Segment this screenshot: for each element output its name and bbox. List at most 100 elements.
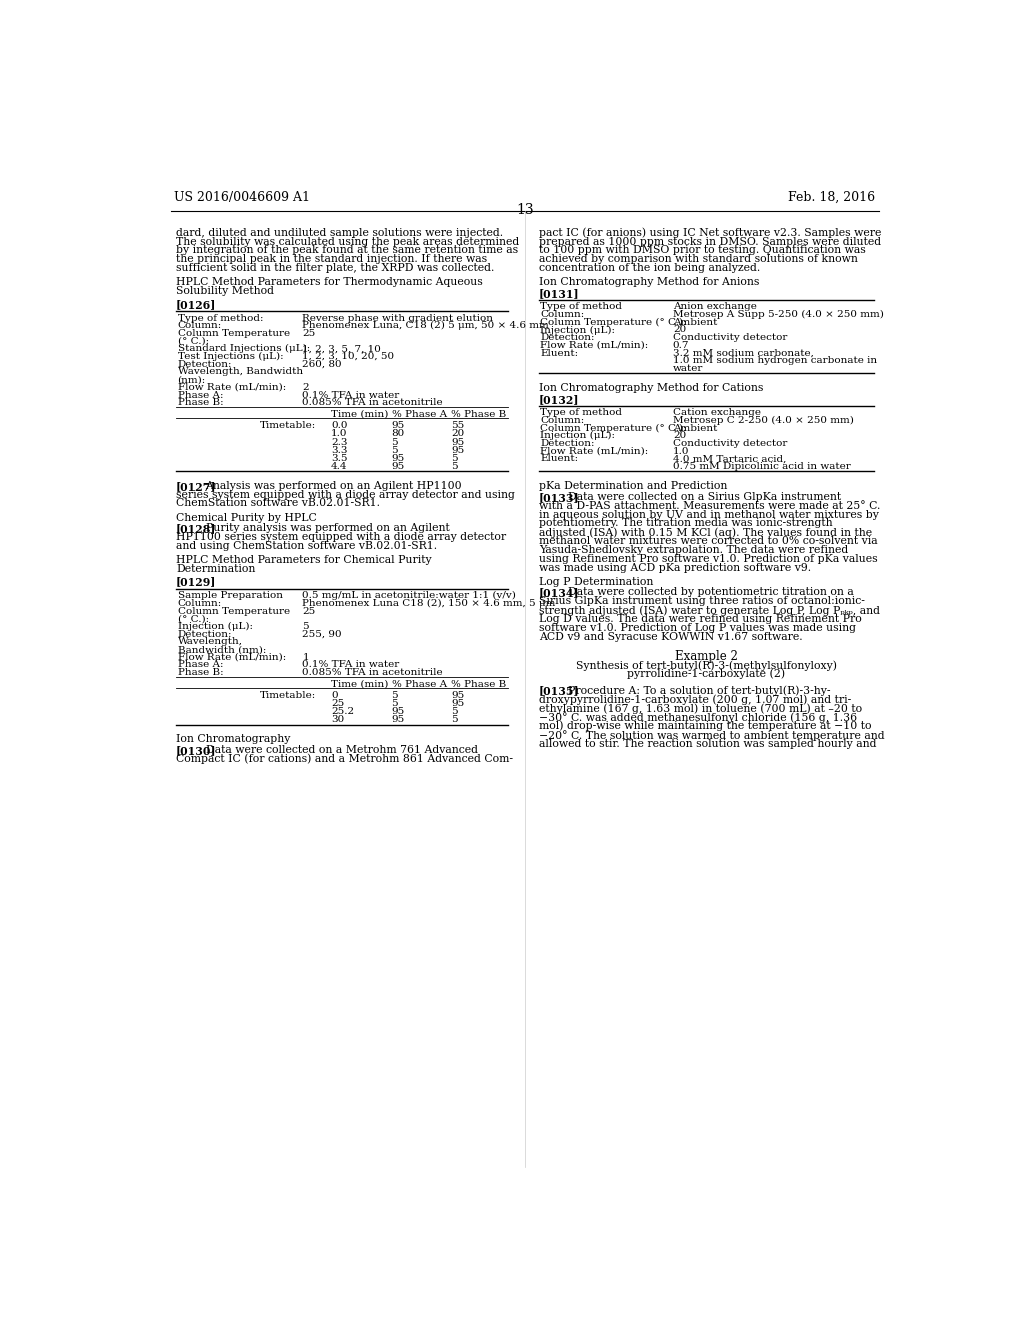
Text: Ion Chromatography Method for Anions: Ion Chromatography Method for Anions: [539, 277, 759, 288]
Text: −30° C. was added methanesulfonyl chloride (156 g, 1.36: −30° C. was added methanesulfonyl chlori…: [539, 711, 857, 723]
Text: Flow Rate (mL/min):: Flow Rate (mL/min):: [541, 341, 648, 350]
Text: [0126]: [0126]: [176, 298, 216, 310]
Text: 1: 1: [302, 653, 309, 661]
Text: 5: 5: [452, 715, 458, 725]
Text: 95: 95: [452, 692, 465, 700]
Text: 5: 5: [391, 437, 398, 446]
Text: [0132]: [0132]: [539, 393, 580, 405]
Text: Time (min): Time (min): [331, 409, 388, 418]
Text: 0: 0: [331, 692, 338, 700]
Text: sufficient solid in the filter plate, the XRPD was collected.: sufficient solid in the filter plate, th…: [176, 263, 495, 273]
Text: Wavelength,: Wavelength,: [177, 638, 243, 647]
Text: Chemical Purity by HPLC: Chemical Purity by HPLC: [176, 512, 316, 523]
Text: Test Injections (μL):: Test Injections (μL):: [177, 352, 284, 362]
Text: Analysis was performed on an Agilent HP1100: Analysis was performed on an Agilent HP1…: [206, 480, 462, 491]
Text: 4.4: 4.4: [331, 462, 347, 471]
Text: 20: 20: [673, 326, 686, 334]
Text: 95: 95: [391, 462, 404, 471]
Text: Conductivity detector: Conductivity detector: [673, 333, 787, 342]
Text: in aqueous solution by UV and in methanol water mixtures by: in aqueous solution by UV and in methano…: [539, 510, 879, 520]
Text: 5: 5: [452, 462, 458, 471]
Text: 1.0: 1.0: [331, 429, 347, 438]
Text: 3.5: 3.5: [331, 454, 347, 463]
Text: Synthesis of tert-butyl(R)-3-(methylsulfonyloxy): Synthesis of tert-butyl(R)-3-(methylsulf…: [575, 660, 837, 671]
Text: the principal peak in the standard injection. If there was: the principal peak in the standard injec…: [176, 255, 487, 264]
Text: Yasuda-Shedlovsky extrapolation. The data were refined: Yasuda-Shedlovsky extrapolation. The dat…: [539, 545, 848, 554]
Text: Bandwidth (nm):: Bandwidth (nm):: [177, 645, 266, 653]
Text: Column:: Column:: [177, 321, 222, 330]
Text: 0.085% TFA in acetonitrile: 0.085% TFA in acetonitrile: [302, 668, 443, 677]
Text: (nm):: (nm):: [177, 375, 206, 384]
Text: The solubility was calculated using the peak areas determined: The solubility was calculated using the …: [176, 236, 519, 247]
Text: 1, 2, 3, 10, 20, 50: 1, 2, 3, 10, 20, 50: [302, 352, 394, 362]
Text: Type of method: Type of method: [541, 408, 623, 417]
Text: 5: 5: [302, 622, 309, 631]
Text: 3.3: 3.3: [331, 446, 347, 454]
Text: 260, 80: 260, 80: [302, 360, 342, 368]
Text: achieved by comparison with standard solutions of known: achieved by comparison with standard sol…: [539, 255, 858, 264]
Text: Conductivity detector: Conductivity detector: [673, 440, 787, 447]
Text: Injection (μL):: Injection (μL):: [177, 622, 253, 631]
Text: 95: 95: [391, 715, 404, 725]
Text: [0135]: [0135]: [539, 685, 580, 697]
Text: 0.75 mM Dipicolinic acid in water: 0.75 mM Dipicolinic acid in water: [673, 462, 851, 471]
Text: 1.0: 1.0: [673, 446, 689, 455]
Text: Log D values. The data were refined using Refinement Pro: Log D values. The data were refined usin…: [539, 614, 861, 624]
Text: Ambient: Ambient: [673, 318, 717, 327]
Text: Feb. 18, 2016: Feb. 18, 2016: [788, 191, 876, 203]
Text: pact IC (for anions) using IC Net software v2.3. Samples were: pact IC (for anions) using IC Net softwa…: [539, 227, 881, 239]
Text: Phase A:: Phase A:: [177, 391, 223, 400]
Text: 95: 95: [391, 454, 404, 463]
Text: HPLC Method Parameters for Chemical Purity: HPLC Method Parameters for Chemical Puri…: [176, 554, 432, 565]
Text: Metrosep A Supp 5-250 (4.0 × 250 mm): Metrosep A Supp 5-250 (4.0 × 250 mm): [673, 310, 884, 319]
Text: [0127]: [0127]: [176, 480, 216, 491]
Text: (° C.):: (° C.):: [177, 337, 209, 346]
Text: Standard Injections (μL):: Standard Injections (μL):: [177, 345, 310, 354]
Text: Reverse phase with gradient elution: Reverse phase with gradient elution: [302, 314, 494, 322]
Text: Detection:: Detection:: [177, 360, 232, 368]
Text: Example 2: Example 2: [675, 649, 737, 663]
Text: (° C.):: (° C.):: [177, 614, 209, 623]
Text: Phase A:: Phase A:: [177, 660, 223, 669]
Text: 20: 20: [452, 429, 465, 438]
Text: 25: 25: [302, 329, 315, 338]
Text: Column:: Column:: [177, 599, 222, 607]
Text: Sample Preparation: Sample Preparation: [177, 591, 283, 601]
Text: 1, 2, 3, 5, 7, 10: 1, 2, 3, 5, 7, 10: [302, 345, 381, 354]
Text: Sirius GlpKa instrument using three ratios of octanol:ionic-: Sirius GlpKa instrument using three rati…: [539, 597, 864, 606]
Text: Column Temperature (° C.):: Column Temperature (° C.):: [541, 424, 687, 433]
Text: 80: 80: [391, 429, 404, 438]
Text: and using ChemStation software vB.02.01-SR1.: and using ChemStation software vB.02.01-…: [176, 541, 437, 550]
Text: Phase B:: Phase B:: [177, 668, 223, 677]
Text: Column Temperature: Column Temperature: [177, 607, 290, 615]
Text: 25.2: 25.2: [331, 708, 354, 717]
Text: [0131]: [0131]: [539, 288, 580, 298]
Text: 0.5 mg/mL in acetonitrile:water 1:1 (v/v): 0.5 mg/mL in acetonitrile:water 1:1 (v/v…: [302, 591, 516, 601]
Text: methanol water mixtures were corrected to 0% co-solvent via: methanol water mixtures were corrected t…: [539, 536, 878, 546]
Text: 95: 95: [391, 421, 404, 430]
Text: Timetable:: Timetable:: [260, 421, 316, 430]
Text: −20° C. The solution was warmed to ambient temperature and: −20° C. The solution was warmed to ambie…: [539, 730, 885, 741]
Text: potentiometry. The titration media was ionic-strength: potentiometry. The titration media was i…: [539, 519, 833, 528]
Text: Ion Chromatography: Ion Chromatography: [176, 734, 291, 744]
Text: US 2016/0046609 A1: US 2016/0046609 A1: [174, 191, 310, 203]
Text: 5: 5: [452, 708, 458, 717]
Text: [0128]: [0128]: [176, 523, 216, 535]
Text: 0.1% TFA in water: 0.1% TFA in water: [302, 391, 399, 400]
Text: Purity analysis was performed on an Agilent: Purity analysis was performed on an Agil…: [206, 523, 450, 533]
Text: 5: 5: [391, 692, 398, 700]
Text: 5: 5: [391, 700, 398, 709]
Text: % Phase B: % Phase B: [452, 680, 507, 689]
Text: [0133]: [0133]: [539, 492, 580, 503]
Text: 2.3: 2.3: [331, 437, 347, 446]
Text: software v1.0. Prediction of Log P values was made using: software v1.0. Prediction of Log P value…: [539, 623, 856, 632]
Text: prepared as 1000 ppm stocks in DMSO. Samples were diluted: prepared as 1000 ppm stocks in DMSO. Sam…: [539, 236, 881, 247]
Text: ACD v9 and Syracuse KOWWIN v1.67 software.: ACD v9 and Syracuse KOWWIN v1.67 softwar…: [539, 631, 803, 642]
Text: Injection (μL):: Injection (μL):: [541, 432, 615, 441]
Text: 2: 2: [302, 383, 309, 392]
Text: Flow Rate (mL/min):: Flow Rate (mL/min):: [177, 653, 286, 661]
Text: using Refinement Pro software v1.0. Prediction of pKa values: using Refinement Pro software v1.0. Pred…: [539, 554, 878, 564]
Text: Metrosep C 2-250 (4.0 × 250 mm): Metrosep C 2-250 (4.0 × 250 mm): [673, 416, 854, 425]
Text: Procedure A: To a solution of tert-butyl(R)-3-hy-: Procedure A: To a solution of tert-butyl…: [568, 685, 830, 696]
Text: 13: 13: [516, 203, 534, 216]
